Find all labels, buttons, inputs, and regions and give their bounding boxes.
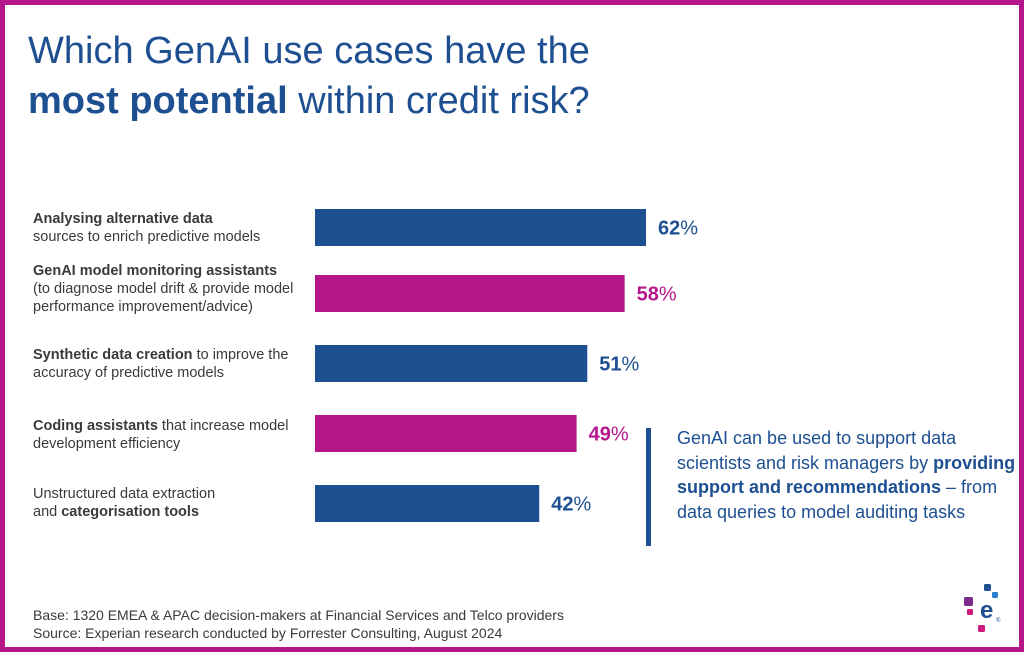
category-label-4: Coding assistants that increase model de… [33, 417, 318, 453]
value-label-5: 42% [551, 494, 591, 516]
category-label-5: Unstructured data extraction and categor… [33, 485, 233, 521]
category-label-4-rest: that increase model development efficien… [33, 418, 289, 452]
callout-text-bold: providing support and recommendations [677, 452, 1016, 498]
callout-text-before: GenAI can be used to support data scient… [677, 428, 957, 473]
category-label-1-bold: Analysing alternative data [33, 211, 213, 227]
category-label-2: GenAI model monitoring assistants (to di… [33, 262, 318, 316]
callout-accent-bar [646, 428, 651, 546]
experian-logo-icon: e ® [964, 584, 1001, 632]
title-line-2: most potential within credit risk? [28, 76, 590, 126]
category-label-1: Analysing alternative data sources to en… [33, 210, 318, 246]
category-label-3: Synthetic data creation to improve the a… [33, 346, 318, 382]
value-label-2: 58% [637, 284, 677, 306]
value-label-3: 51% [599, 354, 639, 376]
bar-3 [315, 345, 588, 382]
footer: Base: 1320 EMEA & APAC decision-makers a… [33, 606, 564, 642]
category-label-5-rest: Unstructured data extraction and [33, 486, 216, 520]
bar-2 [315, 275, 625, 312]
title-emphasis: most potential [28, 80, 288, 122]
footer-base: Base: 1320 EMEA & APAC decision-makers a… [33, 607, 564, 623]
value-label-4: 49% [589, 424, 629, 446]
callout-text: GenAI can be used to support data scient… [677, 426, 1017, 524]
title-line-1: Which GenAI use cases have the [28, 30, 590, 72]
callout-text-after: – from data queries to model auditing ta… [677, 477, 998, 522]
category-label-2-bold: GenAI model monitoring assistants [33, 263, 278, 279]
slide-title: Which GenAI use cases have the most pote… [28, 26, 590, 126]
footer-source: Source: Experian research conducted by F… [33, 625, 503, 641]
category-label-3-bold: Synthetic data creation [33, 347, 193, 363]
category-label-2-rest: (to diagnose model drift & provide model… [33, 281, 294, 315]
logo-letter: e [980, 597, 993, 624]
bar-5 [315, 485, 540, 522]
category-label-5-bold: categorisation tools [61, 504, 200, 520]
category-label-3-rest: to improve the accuracy of predictive mo… [33, 347, 289, 381]
category-label-4-bold: Coding assistants [33, 418, 158, 434]
value-label-1: 62% [658, 218, 698, 240]
title-line-2-rest: within credit risk? [287, 80, 590, 122]
category-label-1-rest: sources to enrich predictive models [33, 229, 261, 245]
logo-registered-mark: ® [996, 617, 1001, 624]
bar-4 [315, 415, 577, 452]
bar-1 [315, 209, 646, 246]
